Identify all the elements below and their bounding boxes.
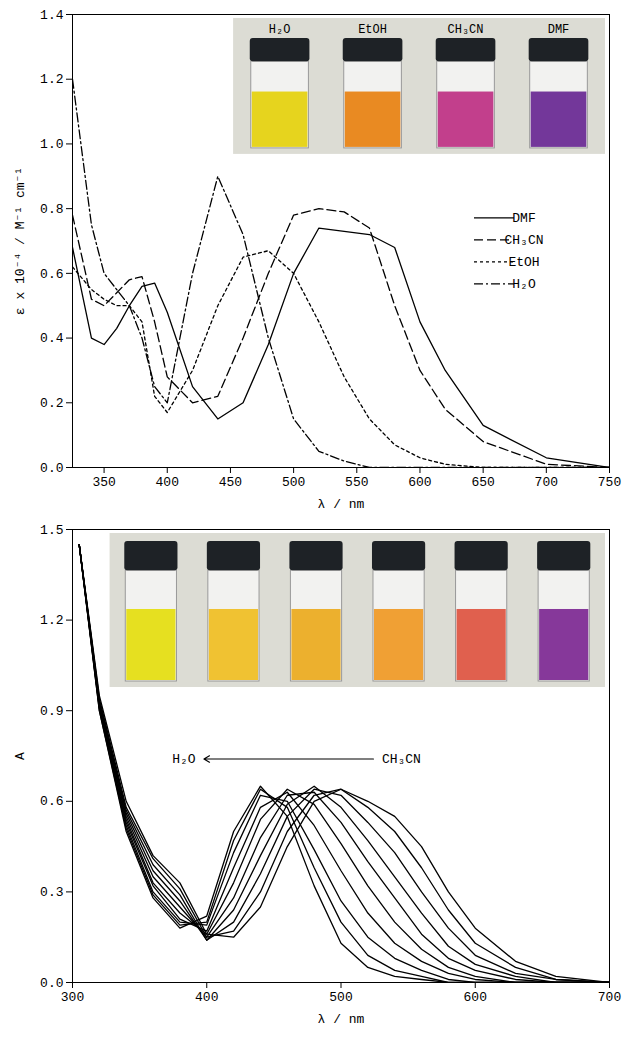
- svg-text:0.6: 0.6: [40, 794, 63, 809]
- svg-text:750: 750: [598, 475, 621, 490]
- svg-text:300: 300: [61, 990, 84, 1005]
- svg-text:700: 700: [535, 475, 558, 490]
- svg-text:1.2: 1.2: [40, 72, 63, 87]
- svg-text:700: 700: [598, 990, 621, 1005]
- svg-text:A: A: [13, 752, 28, 760]
- svg-text:1.0: 1.0: [40, 137, 63, 152]
- svg-text:0.0: 0.0: [40, 976, 63, 991]
- svg-text:λ / nm: λ / nm: [318, 497, 365, 512]
- svg-text:0.8: 0.8: [40, 202, 63, 217]
- svg-text:λ / nm: λ / nm: [318, 1012, 365, 1027]
- svg-text:H₂O: H₂O: [172, 752, 196, 767]
- svg-text:H₂O: H₂O: [269, 23, 291, 37]
- svg-text:0.2: 0.2: [40, 396, 63, 411]
- svg-text:0.4: 0.4: [40, 331, 64, 346]
- svg-text:400: 400: [195, 990, 218, 1005]
- svg-text:CH₃CN: CH₃CN: [382, 752, 421, 767]
- svg-text:CH₃CN: CH₃CN: [448, 23, 484, 37]
- svg-text:600: 600: [464, 990, 487, 1005]
- svg-text:0.0: 0.0: [40, 461, 63, 476]
- svg-text:600: 600: [408, 475, 431, 490]
- svg-text:ε x 10⁻⁴ / M⁻¹ cm⁻¹: ε x 10⁻⁴ / M⁻¹ cm⁻¹: [13, 167, 28, 315]
- svg-text:0.9: 0.9: [40, 704, 63, 719]
- svg-text:1.4: 1.4: [40, 8, 64, 23]
- svg-text:550: 550: [345, 475, 368, 490]
- svg-text:H₂O: H₂O: [512, 277, 536, 292]
- svg-text:DMF: DMF: [548, 23, 570, 37]
- svg-text:650: 650: [471, 475, 494, 490]
- svg-text:350: 350: [92, 475, 115, 490]
- svg-text:450: 450: [219, 475, 242, 490]
- svg-text:500: 500: [282, 475, 305, 490]
- svg-text:500: 500: [329, 990, 352, 1005]
- svg-text:1.5: 1.5: [40, 523, 63, 538]
- svg-text:CH₃CN: CH₃CN: [504, 233, 543, 248]
- svg-text:0.6: 0.6: [40, 267, 63, 282]
- svg-text:DMF: DMF: [512, 211, 535, 226]
- svg-text:EtOH: EtOH: [508, 255, 539, 270]
- svg-text:1.2: 1.2: [40, 613, 63, 628]
- svg-text:400: 400: [156, 475, 179, 490]
- svg-text:EtOH: EtOH: [358, 23, 387, 37]
- svg-text:0.3: 0.3: [40, 885, 63, 900]
